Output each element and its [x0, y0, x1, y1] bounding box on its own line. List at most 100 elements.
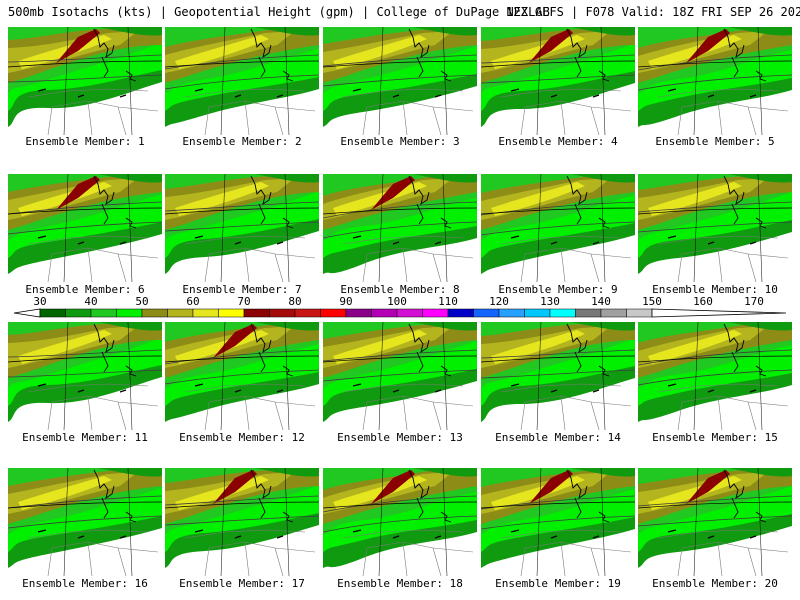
ensemble-panel	[638, 174, 792, 282]
ensemble-member-label: Ensemble Member: 3	[340, 135, 460, 148]
isotach-map	[8, 27, 162, 135]
ensemble-member-label: Ensemble Member: 6	[25, 283, 145, 296]
ensemble-member-label: Ensemble Member: 18	[337, 577, 463, 590]
header: 500mb Isotachs (kts) | Geopotential Heig…	[0, 0, 800, 24]
isotach-map	[165, 322, 319, 430]
isotach-map	[481, 468, 635, 576]
ensemble-member-label: Ensemble Member: 5	[655, 135, 775, 148]
ensemble-panel	[8, 27, 162, 135]
ensemble-panel	[165, 27, 319, 135]
isotach-map	[638, 27, 792, 135]
isotach-map	[481, 322, 635, 430]
colorbar-swatch	[320, 308, 347, 318]
ensemble-member-label: Ensemble Member: 12	[179, 431, 305, 444]
colorbar-tick-label: 120	[489, 295, 509, 308]
colorbar-tick-label: 110	[438, 295, 458, 308]
colorbar-tick-label: 170	[744, 295, 764, 308]
colorbar-swatch	[575, 308, 602, 318]
isotach-map	[323, 322, 477, 430]
ensemble-panel	[638, 27, 792, 135]
ensemble-member-label: Ensemble Member: 15	[652, 431, 778, 444]
colorbar-tick-label: 90	[339, 295, 353, 308]
colorbar-swatch	[65, 308, 92, 318]
colorbar-tick-label: 70	[237, 295, 251, 308]
colorbar-tick-label: 40	[84, 295, 98, 308]
isotach-map	[323, 27, 477, 135]
ensemble-panel	[481, 27, 635, 135]
colorbar-tick-label: 80	[288, 295, 302, 308]
ensemble-member-label: Ensemble Member: 8	[340, 283, 460, 296]
ensemble-panel	[481, 322, 635, 430]
colorbar-tick-label: 100	[387, 295, 407, 308]
colorbar-swatch	[473, 308, 500, 318]
ensemble-member-label: Ensemble Member: 19	[495, 577, 621, 590]
colorbar-tick-label: 60	[186, 295, 200, 308]
ensemble-panel	[638, 468, 792, 576]
ensemble-member-label: Ensemble Member: 7	[182, 283, 302, 296]
colorbar-tick-label: 50	[135, 295, 149, 308]
colorbar-swatch	[192, 308, 219, 318]
isotach-map	[165, 27, 319, 135]
ensemble-member-label: Ensemble Member: 11	[22, 431, 148, 444]
ensemble-panel	[165, 468, 319, 576]
ensemble-panel	[8, 174, 162, 282]
isotach-map	[638, 322, 792, 430]
isotach-map	[165, 468, 319, 576]
colorbar-swatch	[90, 308, 117, 318]
ensemble-member-label: Ensemble Member: 17	[179, 577, 305, 590]
isotach-map	[481, 27, 635, 135]
isotach-map	[323, 174, 477, 282]
isotach-map	[165, 174, 319, 282]
ensemble-member-label: Ensemble Member: 1	[25, 135, 145, 148]
colorbar-swatch	[422, 308, 449, 318]
colorbar: 30 40 50 60 70 80 90 100 110 120 130 140 150 160 170	[0, 296, 800, 322]
ensemble-member-label: Ensemble Member: 4	[498, 135, 618, 148]
ensemble-member-label: Ensemble Member: 2	[182, 135, 302, 148]
colorbar-swatch	[600, 308, 627, 318]
ensemble-panel	[165, 174, 319, 282]
ensemble-panel	[8, 468, 162, 576]
ensemble-member-label: Ensemble Member: 16	[22, 577, 148, 590]
colorbar-swatch	[498, 308, 525, 318]
ensemble-panel	[638, 322, 792, 430]
isotach-map	[8, 322, 162, 430]
colorbar-swatch	[345, 308, 372, 318]
colorbar-tick-label: 150	[642, 295, 662, 308]
ensemble-panel	[323, 174, 477, 282]
colorbar-swatch	[39, 308, 66, 318]
colorbar-swatch	[396, 308, 423, 318]
colorbar-swatch	[447, 308, 474, 318]
isotach-map	[323, 468, 477, 576]
colorbar-tick-label: 140	[591, 295, 611, 308]
ensemble-panel	[323, 27, 477, 135]
isotach-map	[8, 468, 162, 576]
colorbar-swatch	[626, 308, 653, 318]
ensemble-panel	[481, 468, 635, 576]
isotach-map	[8, 174, 162, 282]
ensemble-member-label: Ensemble Member: 20	[652, 577, 778, 590]
model-valid-time: 12Z GEFS | F078 Valid: 18Z FRI SEP 26 20…	[506, 5, 800, 19]
ensemble-member-label: Ensemble Member: 9	[498, 283, 618, 296]
product-title: 500mb Isotachs (kts) | Geopotential Heig…	[8, 5, 550, 19]
isotach-map	[481, 174, 635, 282]
colorbar-swatch	[549, 308, 576, 318]
ensemble-member-label: Ensemble Member: 10	[652, 283, 778, 296]
isotach-map	[638, 174, 792, 282]
colorbar-tick-label: 160	[693, 295, 713, 308]
colorbar-swatch	[524, 308, 551, 318]
ensemble-member-label: Ensemble Member: 13	[337, 431, 463, 444]
ensemble-panel	[481, 174, 635, 282]
colorbar-tick-label: 130	[540, 295, 560, 308]
colorbar-scale	[13, 308, 787, 318]
ensemble-panel	[8, 322, 162, 430]
ensemble-panel	[323, 322, 477, 430]
colorbar-swatch	[167, 308, 194, 318]
colorbar-swatch	[294, 308, 321, 318]
isotach-map	[638, 468, 792, 576]
colorbar-swatch	[116, 308, 143, 318]
colorbar-swatch	[371, 308, 398, 318]
colorbar-tick-label: 30	[33, 295, 47, 308]
colorbar-swatch	[141, 308, 168, 318]
colorbar-swatch	[218, 308, 245, 318]
ensemble-panel	[323, 468, 477, 576]
